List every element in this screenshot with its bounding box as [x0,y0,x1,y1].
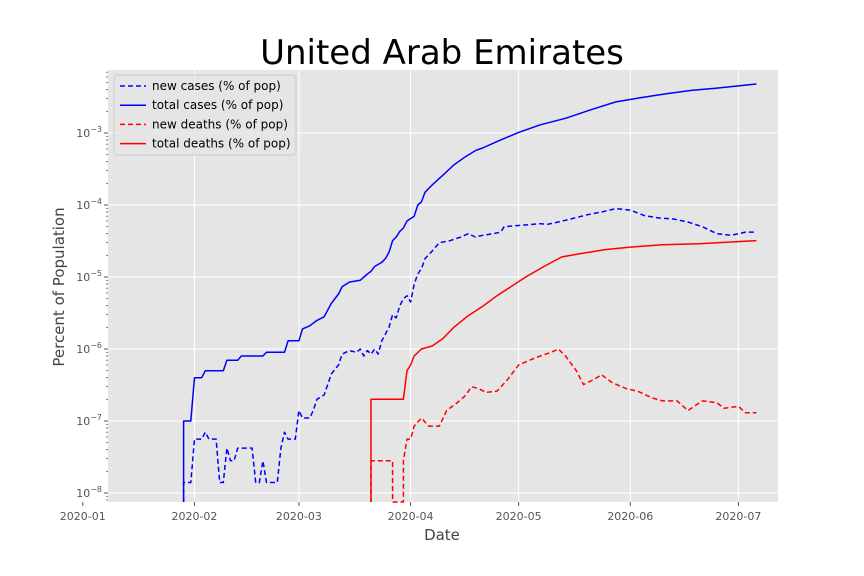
y-axis-label: Percent of Population [50,207,68,366]
chart-title: United Arab Emirates [260,33,624,73]
grid-lines [82,70,778,502]
y-axis-ticks: 10−8 10−7 10−6 10−5 10−4 10−3 [76,125,108,500]
y-tick-label: 10−8 [76,485,102,500]
legend-entry: total cases (% of pop) [152,98,283,112]
y-tick-label: 10−6 [76,341,102,356]
series-line [182,83,757,502]
x-tick-label: 2020-05 [496,510,542,523]
x-tick-label: 2020-03 [276,510,322,523]
series-line [370,348,757,503]
y-minor-ticks [106,71,108,501]
legend-entry: total deaths (% of pop) [152,137,291,151]
series-line [370,239,757,502]
series-lines [182,83,757,503]
y-tick-label: 10−3 [76,125,102,140]
x-axis-ticks: 2020-01 2020-02 2020-03 2020-04 2020-05 2020-… [60,502,761,523]
x-tick-label: 2020-04 [388,510,434,523]
x-tick-label: 2020-07 [715,510,761,523]
y-tick-label: 10−7 [76,413,102,428]
legend-entry: new cases (% of pop) [152,79,281,93]
legend-box [113,74,297,156]
x-axis-label: Date [424,526,460,544]
x-tick-label: 2020-01 [60,510,106,523]
legend: new cases (% of pop) total cases (% of po… [113,74,297,156]
legend-entry: new deaths (% of pop) [152,117,288,131]
y-tick-label: 10−5 [76,269,102,284]
series-line [182,207,757,502]
x-tick-label: 2020-06 [607,510,653,523]
x-tick-label: 2020-02 [171,510,217,523]
y-tick-label: 10−4 [76,197,102,212]
